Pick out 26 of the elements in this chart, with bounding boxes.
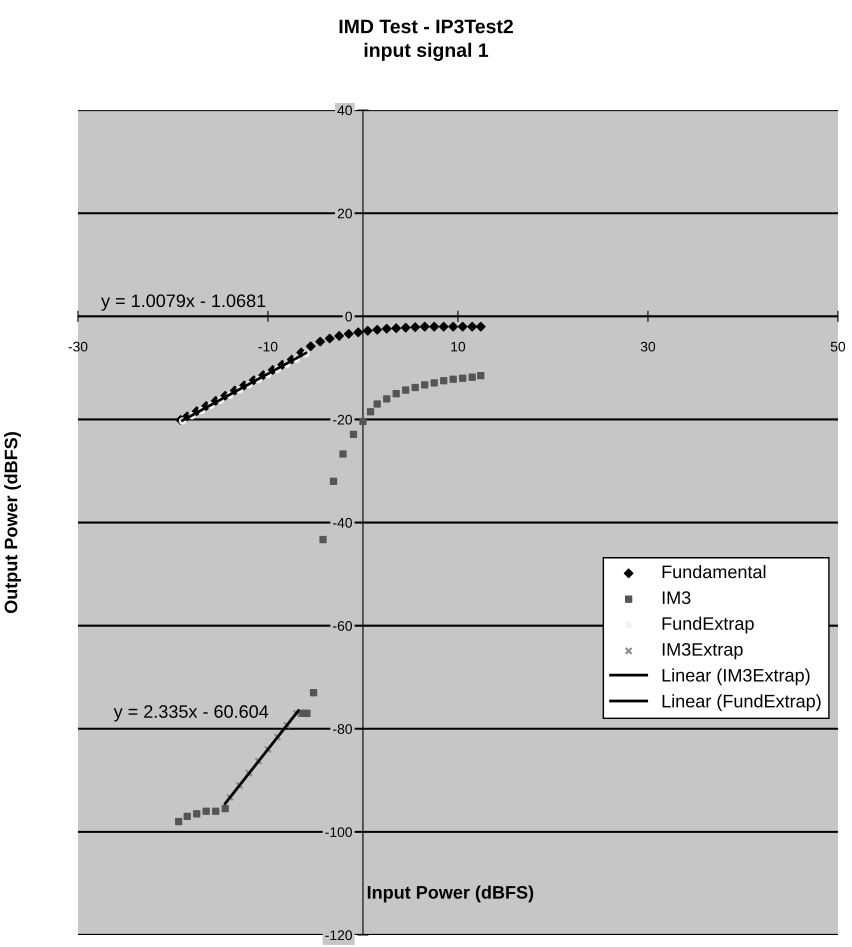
y-tick-label: -100 <box>325 827 352 838</box>
x-tick-label: 30 <box>640 342 656 352</box>
legend-label: IM3Extrap <box>662 643 743 660</box>
y-tick-label: 0 <box>345 312 352 322</box>
legend-label: FundExtrap <box>662 616 754 634</box>
legend-label: Fundamental <box>662 564 766 578</box>
legend-label: Linear (IM3Extrap) <box>662 668 810 686</box>
annotation: y = 2.335x - 60.604 <box>114 705 268 722</box>
y-tick-label: -20 <box>333 414 352 425</box>
y-tick-label: -80 <box>333 724 352 734</box>
x-tick-label: -10 <box>258 342 278 352</box>
x-tick-label: -30 <box>68 342 88 352</box>
chart-title: IMD Test - IP3Test2 <box>340 20 513 34</box>
annotation: y = 1.0079x - 1.0681 <box>101 294 266 311</box>
y-tick-label: -60 <box>333 620 352 631</box>
x-axis-title: Input Power (dBFS) <box>368 885 534 902</box>
x-tick-label: 50 <box>830 342 846 352</box>
chart-subtitle: input signal 1 <box>364 42 488 61</box>
legend-label: IM3 <box>662 591 690 604</box>
y-tick-label: -120 <box>325 930 352 940</box>
legend-label: Linear (FundExtrap) <box>662 694 821 712</box>
x-tick-label: 10 <box>451 342 466 352</box>
y-tick-label: 20 <box>338 208 352 218</box>
y-tick-label: -40 <box>333 518 352 528</box>
y-axis-title: Output Power (dBFS) <box>4 432 21 614</box>
y-tick-label: 40 <box>337 105 352 116</box>
